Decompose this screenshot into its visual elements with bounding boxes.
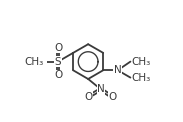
Text: O: O <box>54 70 62 80</box>
Text: N: N <box>114 65 122 75</box>
Text: CH₃: CH₃ <box>131 57 151 67</box>
Text: O: O <box>84 92 92 102</box>
Text: S: S <box>55 57 61 67</box>
Text: O: O <box>54 43 62 53</box>
Text: O: O <box>108 92 116 102</box>
Text: CH₃: CH₃ <box>25 57 44 67</box>
Text: CH₃: CH₃ <box>131 73 151 83</box>
Text: N: N <box>97 84 105 94</box>
